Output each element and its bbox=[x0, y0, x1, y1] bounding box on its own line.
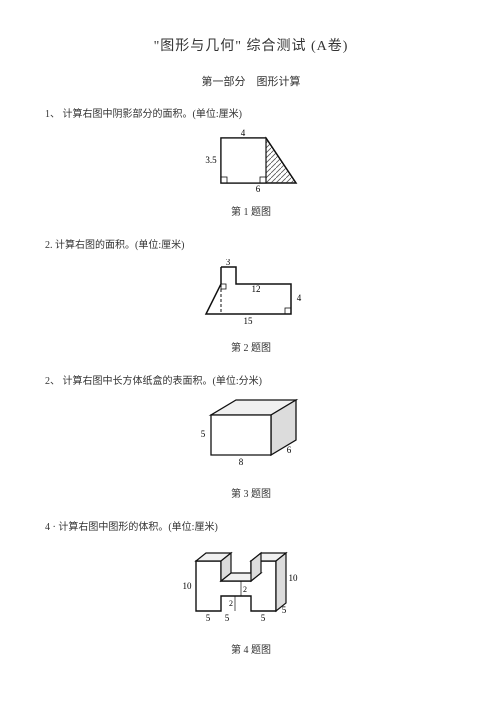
figure-2: 3 12 4 15 bbox=[45, 259, 457, 329]
problem-1-text: 1、 计算右图中阴影部分的面积。(单位:厘米) bbox=[45, 105, 457, 120]
fig3-d: 6 bbox=[287, 445, 292, 455]
fig4-n2a: 2 bbox=[243, 585, 247, 594]
figure-4: 10 10 2 2 5 5 5 5 bbox=[45, 541, 457, 631]
fig4-n10a: 10 bbox=[183, 581, 193, 591]
fig1-left: 3.5 bbox=[205, 155, 217, 165]
fig3-w: 8 bbox=[239, 457, 244, 467]
section-title: 第一部分 图形计算 bbox=[45, 73, 457, 89]
page-title: "图形与几何" 综合测试 (A卷) bbox=[45, 35, 457, 55]
fig4-n5d: 5 bbox=[282, 605, 287, 615]
fig4-n10b: 10 bbox=[289, 573, 299, 583]
fig4-n2b: 2 bbox=[229, 599, 233, 608]
caption-1: 第 1 题图 bbox=[45, 203, 457, 218]
caption-2: 第 2 题图 bbox=[45, 339, 457, 354]
problem-4-text: 4 · 计算右图中图形的体积。(单位:厘米) bbox=[45, 518, 457, 533]
figure-1: 4 3.5 6 bbox=[45, 128, 457, 193]
fig4-n5a: 5 bbox=[206, 613, 211, 623]
fig1-top: 4 bbox=[241, 128, 246, 138]
fig4-n5b: 5 bbox=[225, 613, 230, 623]
figure-3: 5 8 6 bbox=[45, 395, 457, 475]
fig2-n4: 4 bbox=[297, 293, 302, 303]
fig2-n15: 15 bbox=[244, 316, 254, 326]
caption-3: 第 3 题图 bbox=[45, 485, 457, 500]
fig2-n3: 3 bbox=[226, 259, 231, 267]
caption-4: 第 4 题图 bbox=[45, 641, 457, 656]
fig2-n12: 12 bbox=[252, 284, 261, 294]
fig4-n5c: 5 bbox=[261, 613, 266, 623]
fig3-h: 5 bbox=[201, 429, 206, 439]
problem-3-text: 2、 计算右图中长方体纸盒的表面积。(单位:分米) bbox=[45, 372, 457, 387]
fig1-bottom: 6 bbox=[256, 184, 261, 193]
problem-2-text: 2. 计算右图的面积。(单位:厘米) bbox=[45, 236, 457, 251]
